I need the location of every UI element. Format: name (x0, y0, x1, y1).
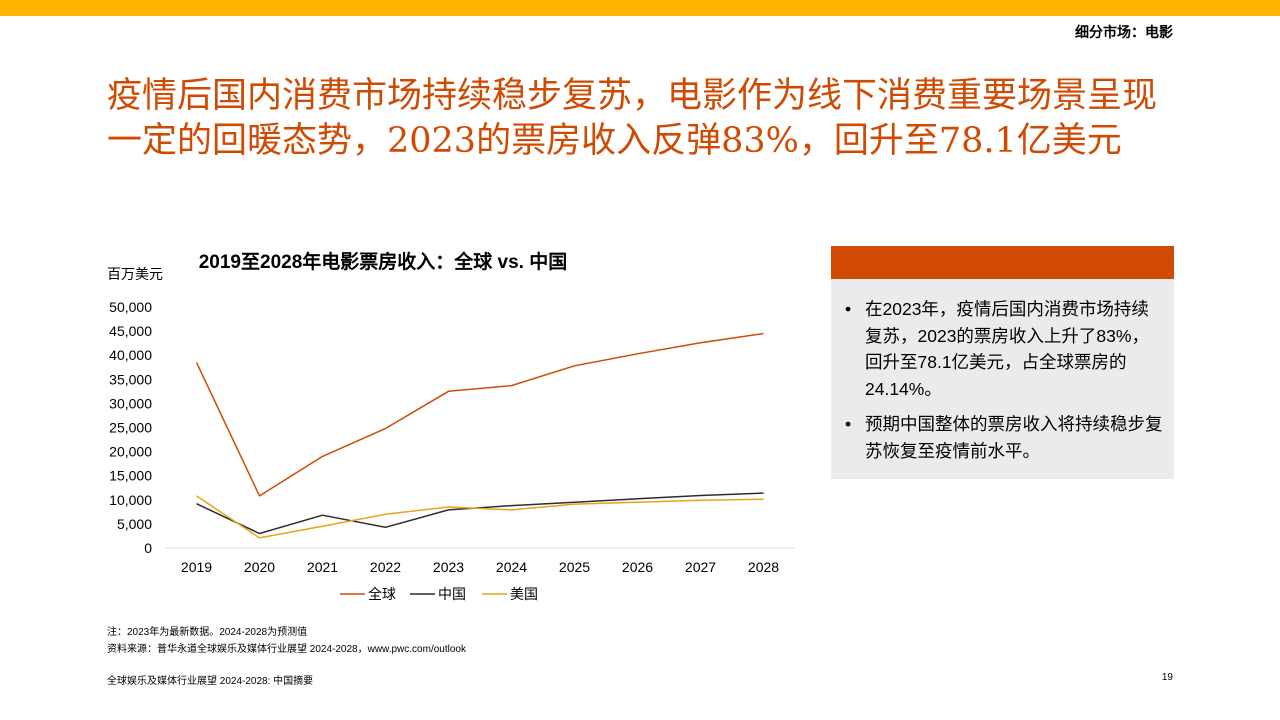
x-tick-label: 2024 (496, 559, 527, 575)
box-office-chart: 2019至2028年电影票房收入：全球 vs. 中国百万美元 0 5,000 10,0… (100, 240, 810, 610)
footer-page-number: 19 (1161, 672, 1173, 683)
y-tick-label: 40,000 (109, 347, 152, 363)
series-line-2 (196, 492, 764, 535)
x-tick-label: 2020 (244, 559, 275, 575)
summary-panel: • 在2023年，疫情后国内消费市场持续复苏，2023的票房收入上升了83%，回… (831, 246, 1174, 479)
summary-bullet-text: 在2023年，疫情后国内消费市场持续复苏，2023的票房收入上升了83%，回升至… (865, 299, 1149, 399)
series-line-1 (195, 332, 764, 497)
legend-label-1: 全球 (368, 586, 396, 602)
legend-label-2: 中国 (438, 586, 466, 602)
y-tick-label: 15,000 (109, 468, 152, 484)
summary-bullet-text: 预期中国整体的票房收入将持续稳步复苏恢复至疫情前水平。 (865, 414, 1163, 461)
x-tick-label: 2022 (370, 559, 401, 575)
slide-headline: 疫情后国内消费市场持续稳步复苏，电影作为线下消费重要场景呈现一定的回暖态势，20… (107, 76, 1158, 161)
x-tick-label: 2026 (622, 559, 653, 575)
x-tick-label: 2027 (685, 559, 716, 575)
bullet-icon: • (845, 299, 852, 319)
x-tick-label: 2025 (559, 559, 590, 575)
x-tick-label: 2023 (433, 559, 464, 575)
legend-label-3: 美国 (510, 586, 538, 602)
bullet-icon: • (845, 414, 852, 434)
summary-panel-header (831, 246, 1174, 279)
x-tick-label: 2028 (748, 559, 779, 575)
y-tick-label: 50,000 (109, 299, 152, 315)
summary-bullet: • 在2023年，疫情后国内消费市场持续复苏，2023的票房收入上升了83%，回… (845, 296, 1163, 402)
footer-report-title: 全球娱乐及媒体行业展望 2024-2028: 中国摘要 (107, 676, 314, 687)
top-accent-bar (0, 0, 1280, 16)
summary-bullet: • 预期中国整体的票房收入将持续稳步复苏恢复至疫情前水平。 (845, 411, 1163, 464)
section-label: 细分市场：电影 (1075, 24, 1173, 40)
y-tick-label: 25,000 (109, 420, 152, 436)
x-tick-label: 2019 (181, 559, 212, 575)
summary-bullet-list: • 在2023年，疫情后国内消费市场持续复苏，2023的票房收入上升了83%，回… (845, 296, 1163, 473)
y-tick-label: 5,000 (117, 516, 152, 532)
y-tick-label: 35,000 (109, 371, 152, 387)
y-tick-label: 45,000 (109, 323, 152, 339)
chart-title: 2019至2028年电影票房收入：全球 vs. 中国 (199, 250, 568, 273)
y-tick-label: 0 (144, 540, 152, 556)
chart-source: 资料来源：普华永道全球娱乐及媒体行业展望 2024-2028，www.pwc.c… (107, 644, 466, 655)
y-tick-label: 10,000 (109, 492, 152, 508)
series-line-3 (196, 495, 764, 539)
y-axis-label: 百万美元 (107, 266, 163, 282)
chart-note: 注：2023年为最新数据。2024-2028为预测值 (107, 627, 308, 638)
x-tick-label: 2021 (307, 559, 338, 575)
y-tick-label: 20,000 (109, 444, 152, 460)
y-tick-label: 30,000 (109, 395, 152, 411)
